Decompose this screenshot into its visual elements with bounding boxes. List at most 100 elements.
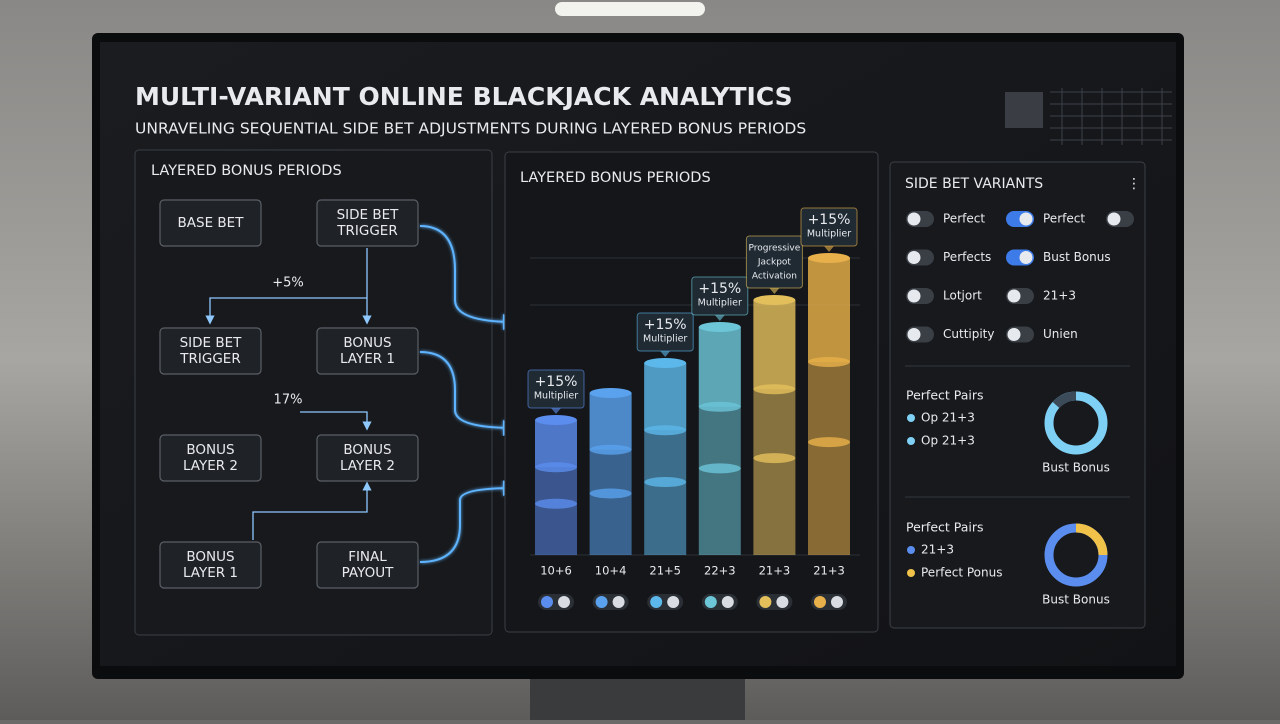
toggle-label: 21+3 — [1043, 289, 1076, 303]
summary-title: Perfect Pairs — [906, 520, 984, 535]
bar-cap — [753, 295, 796, 305]
legend-label: Op 21+3 — [921, 434, 975, 448]
bar-label: 10+6 — [540, 564, 572, 578]
callout-text: Multiplier — [698, 298, 742, 309]
bar-segment — [644, 477, 687, 488]
toggle-knob — [1007, 289, 1021, 303]
bar-segment — [698, 463, 741, 474]
bar-highlight — [808, 258, 850, 362]
bar-segment — [589, 488, 632, 499]
dividers — [905, 365, 1130, 498]
legend-label: 21+3 — [921, 543, 954, 557]
toggle-label: Perfects — [943, 250, 991, 264]
bar-cap — [698, 322, 741, 332]
toggle-knob — [1107, 212, 1121, 226]
legend-dot — [907, 414, 915, 422]
toggle-knob — [907, 328, 921, 341]
ceiling-light — [555, 2, 705, 16]
donut-segment — [1052, 391, 1077, 409]
legend-dot — [907, 569, 915, 577]
node-label: LAYER 1 — [340, 351, 395, 367]
bar-toggle-knob — [558, 596, 570, 608]
icon-grid — [1050, 88, 1172, 145]
toggle-label: Unien — [1043, 327, 1078, 341]
callout-text: +15% — [808, 212, 851, 228]
bar-cap — [535, 415, 577, 425]
bar-cap — [644, 358, 687, 368]
bar-toggle-knob — [667, 596, 680, 608]
callout-text: Activation — [752, 272, 797, 282]
flow-title: LAYERED BONUS PERIODS — [151, 163, 342, 179]
variants: Perfect Perfect Perfects Bust Bonus Lotjort 2… — [906, 211, 1134, 607]
flow-panel — [134, 149, 493, 636]
toggle-label: Bust Bonus — [1043, 250, 1111, 264]
bar-label: 10+4 — [595, 564, 627, 578]
bars-title: LAYERED BONUS PERIODS — [520, 170, 711, 186]
callout-text: Multiplier — [534, 391, 578, 402]
bar-toggle-knob — [721, 596, 734, 608]
bar-label: 21+5 — [649, 564, 681, 578]
callout-text: Multiplier — [643, 334, 687, 345]
node-label: PAYOUT — [342, 565, 394, 581]
menu-dots[interactable]: ⋮ — [1127, 176, 1141, 192]
callout-text: +15% — [698, 281, 741, 297]
node-box — [159, 327, 262, 375]
node-label: SIDE BET — [337, 207, 400, 223]
callout-text: +15% — [644, 317, 687, 333]
node-label: BONUS — [343, 442, 391, 458]
callout-text: Jackpot — [757, 258, 792, 268]
callout-text: +15% — [535, 374, 578, 390]
donut-label: Bust Bonus — [1042, 461, 1110, 475]
donut-label: Bust Bonus — [1042, 593, 1110, 607]
bar-highlight — [698, 327, 741, 407]
node-label: LAYER 1 — [183, 565, 238, 581]
legend-dot — [907, 437, 915, 445]
node-box — [316, 541, 419, 589]
legend-label: Perfect Ponus — [921, 566, 1002, 580]
bar-highlight — [644, 363, 687, 431]
callout-tip — [660, 351, 671, 357]
variants-title: SIDE BET VARIANTS — [905, 176, 1043, 192]
toggle-knob — [1019, 212, 1033, 226]
toggle-label: Cuttipity — [943, 327, 995, 341]
bar-toggle-knob — [831, 596, 843, 608]
bar-highlight — [753, 300, 796, 390]
flow-node: BASE BET — [159, 199, 262, 247]
flow-arrows — [202, 214, 519, 574]
bar-highlight — [589, 393, 632, 450]
callout-text: Multiplier — [807, 229, 851, 240]
node-label: FINAL — [348, 549, 387, 565]
node-label: BONUS — [186, 442, 234, 458]
callout-tip — [769, 288, 780, 294]
node-label: TRIGGER — [336, 223, 397, 239]
callout-text: Progressive — [749, 244, 801, 254]
node-box — [316, 199, 419, 247]
toggle-label: Perfect — [1043, 212, 1085, 226]
toggle-knob — [907, 251, 921, 264]
node-box — [316, 434, 419, 482]
node-label: BASE BET — [178, 215, 245, 231]
node-label: SIDE BET — [180, 335, 243, 351]
bar-toggle-knob — [776, 596, 789, 608]
bar-toggle-dot — [704, 596, 717, 608]
bar-cap — [589, 388, 632, 398]
node-label: BONUS — [186, 549, 234, 565]
title: MULTI-VARIANT ONLINE BLACKJACK ANALYTICS — [135, 82, 793, 111]
bar-cap — [808, 253, 850, 263]
callout-tip — [714, 315, 725, 321]
callout-tip — [551, 408, 561, 414]
bar-label: 22+3 — [704, 564, 736, 578]
node-label: LAYER 2 — [340, 458, 395, 474]
bar-toggle-dot — [541, 596, 553, 608]
toggle-label: Perfect — [943, 212, 985, 226]
callout-tip — [824, 246, 834, 252]
legend-label: Op 21+3 — [921, 411, 975, 425]
